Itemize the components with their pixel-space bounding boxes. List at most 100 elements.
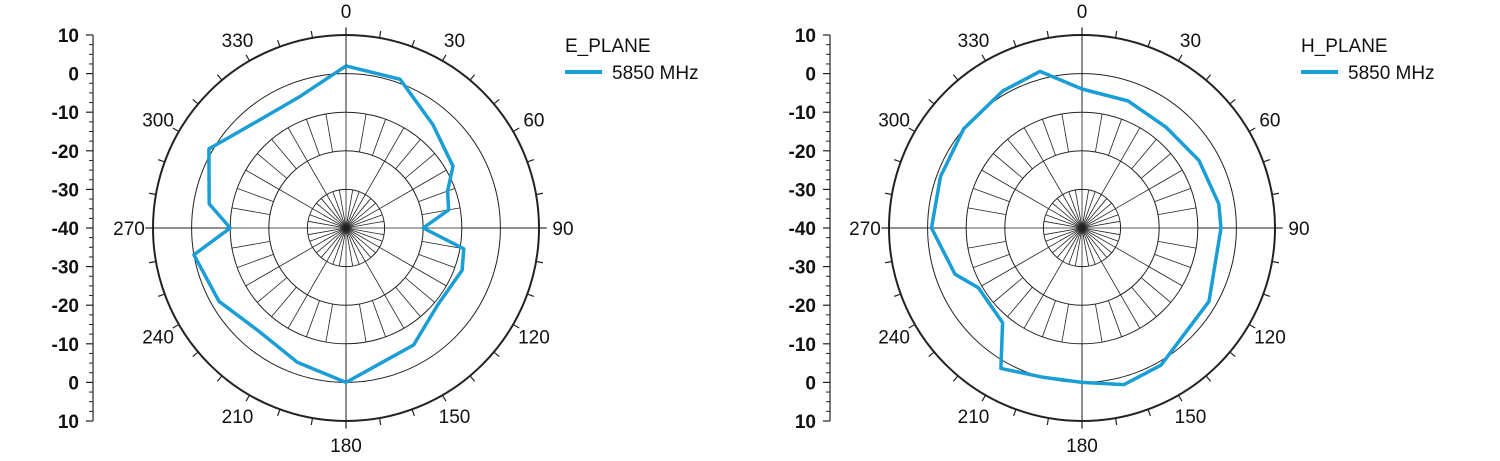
scale-tick-label: -20 (789, 142, 816, 163)
scale-tick-label: -10 (52, 335, 79, 356)
h-plane-chart: 10 0 -10 -20 -30 -40 -30 -20 -10 0 10 0 30 60 90 120 15… (789, 2, 1435, 457)
outer-tick (310, 30, 314, 39)
outer-tick (411, 39, 415, 47)
grid-spoke (307, 227, 347, 236)
outer-tick (441, 394, 447, 402)
grid-spoke (384, 127, 405, 162)
outer-tick (1114, 30, 1118, 39)
grid-spoke (287, 294, 308, 329)
grid-spoke (1081, 194, 1102, 229)
grid-spoke (312, 208, 347, 229)
grid-spoke (967, 241, 1007, 249)
grid-spoke (325, 113, 333, 153)
grid-spoke (1108, 119, 1122, 156)
grid-spoke (1074, 227, 1083, 267)
grid-spoke (1095, 113, 1103, 153)
grid-spoke (1048, 208, 1083, 229)
outer-tick (952, 74, 959, 81)
series-lines (192, 64, 466, 385)
grid-spoke (1081, 227, 1116, 248)
legend-title: H_PLANE (1301, 36, 1388, 57)
outer-tick (1147, 39, 1151, 47)
outer-tick (172, 127, 180, 133)
grid-spoke (237, 254, 274, 268)
scale-tick-label: 10 (795, 26, 816, 47)
grid-spoke (271, 139, 297, 170)
grid-spoke (345, 208, 380, 229)
outer-tick (908, 127, 916, 133)
outer-tick (928, 351, 935, 358)
grid-spoke (1068, 191, 1083, 229)
grid-spoke (384, 294, 405, 329)
scale-tick-label: -20 (52, 142, 79, 163)
grid-spoke (1081, 227, 1090, 267)
scale-tick-label: 10 (795, 412, 816, 433)
outer-tick (512, 127, 520, 133)
grid-spoke (231, 207, 271, 215)
grid-spoke (345, 227, 380, 248)
grid-spoke (1042, 119, 1056, 156)
grid-spoke (338, 227, 347, 267)
outer-tick (1114, 417, 1118, 426)
outer-tick (535, 260, 544, 264)
legend: H_PLANE 5850 MHz (1301, 36, 1435, 84)
grid-spoke (345, 227, 366, 262)
grid-spoke (1014, 189, 1049, 210)
grid-spoke (320, 227, 347, 258)
grid-spoke (1140, 153, 1171, 179)
grid-spoke (307, 160, 328, 195)
grid-spoke (345, 227, 360, 265)
grid-spoke (421, 207, 461, 215)
outer-tick (893, 293, 901, 297)
outer-tick (527, 293, 535, 297)
angle-label: 30 (444, 31, 465, 52)
scale-tick-label: -10 (789, 335, 816, 356)
angle-label: 0 (1077, 2, 1088, 23)
grid-spoke (332, 227, 347, 265)
outer-tick (928, 98, 935, 105)
grid-spoke (307, 220, 347, 229)
grid-spoke (395, 139, 421, 170)
outer-tick (1205, 375, 1212, 382)
grid-spoke (1023, 127, 1044, 162)
grid-spoke (326, 194, 347, 229)
angle-label: 240 (142, 328, 174, 349)
grid-spoke (1081, 227, 1102, 262)
grid-spoke (1100, 261, 1121, 296)
grid-spoke (278, 246, 313, 267)
outer-tick (378, 30, 382, 39)
scale-axis: 10 0 -10 -20 -30 -40 -30 -20 -10 0 10 (789, 26, 831, 433)
angle-label: 90 (1288, 219, 1309, 240)
grid-spoke (316, 227, 347, 254)
grid-spoke (418, 254, 455, 268)
grid-spoke (1081, 198, 1108, 229)
outer-tick (1263, 293, 1271, 297)
outer-tick (527, 159, 535, 163)
grid-spoke (1052, 202, 1083, 229)
grid-spoke (345, 189, 354, 229)
grid-spoke (981, 169, 1016, 190)
grid-spoke (278, 189, 313, 210)
grid-spoke (973, 254, 1010, 268)
grid-spoke (1115, 246, 1150, 267)
outer-tick (1263, 159, 1271, 163)
grid-spoke (1131, 139, 1157, 170)
outer-tick (884, 192, 893, 196)
grid-spoke (1007, 139, 1033, 170)
grid-spoke (404, 277, 435, 303)
outer-tick (493, 351, 500, 358)
grid-spoke (1081, 227, 1119, 242)
grid-spoke (1068, 227, 1083, 265)
grid-spoke (967, 207, 1007, 215)
outer-tick (981, 394, 987, 402)
grid-spoke (1081, 214, 1119, 229)
scale-tick-label: 0 (68, 373, 79, 394)
angle-label: 30 (1180, 31, 1201, 52)
grid-spoke (1043, 220, 1083, 229)
angle-label: 180 (1066, 436, 1098, 457)
series-lines (929, 69, 1223, 387)
outer-tick (1046, 417, 1050, 426)
grid-spoke (309, 227, 347, 242)
outer-tick (908, 323, 916, 329)
